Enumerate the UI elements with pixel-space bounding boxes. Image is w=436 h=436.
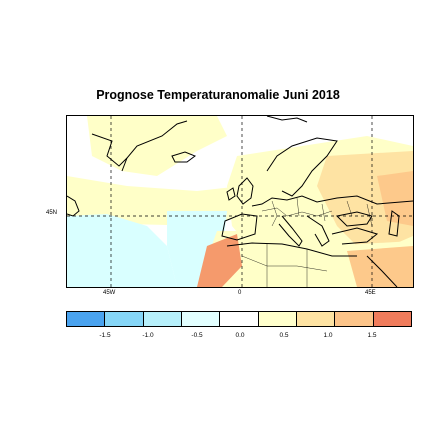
colorbar-tick: -1.5 — [99, 332, 111, 339]
colorbar — [66, 311, 412, 327]
colorbar-tick: 0.0 — [235, 332, 245, 339]
anomaly-map — [66, 115, 414, 288]
anomaly-region-middle-east — [347, 246, 413, 287]
colorbar-segment — [181, 312, 221, 326]
colorbar-tick: 1.5 — [367, 332, 377, 339]
lon-label-0: 0 — [238, 290, 242, 296]
colorbar-segment — [143, 312, 182, 326]
colorbar-segment — [258, 312, 297, 326]
colorbar-segment — [67, 312, 106, 326]
map-title: Prognose Temperaturanomalie Juni 2018 — [96, 88, 340, 102]
anomaly-region-morocco — [197, 234, 242, 287]
anomaly-region-russia — [377, 171, 413, 226]
colorbar-tick: -0.5 — [191, 332, 203, 339]
colorbar-segment — [296, 312, 336, 326]
colorbar-segment — [335, 312, 374, 326]
colorbar-tick: 0.5 — [279, 332, 289, 339]
borders — [241, 197, 373, 287]
colorbar-segment — [105, 312, 144, 326]
lon-label-45e: 45E — [365, 290, 376, 296]
anomaly-region-cool-west — [67, 214, 177, 287]
graticule — [67, 116, 413, 287]
colorbar-tick: -1.0 — [142, 332, 154, 339]
lon-label-45w: 45W — [103, 290, 116, 296]
map-canvas — [67, 116, 413, 287]
colorbar-tick: 1.0 — [323, 332, 333, 339]
colorbar-segment — [220, 312, 259, 326]
lat-label-45n: 45N — [46, 210, 58, 216]
anomaly-region-north-atlantic — [87, 116, 227, 176]
colorbar-segment — [373, 312, 411, 326]
